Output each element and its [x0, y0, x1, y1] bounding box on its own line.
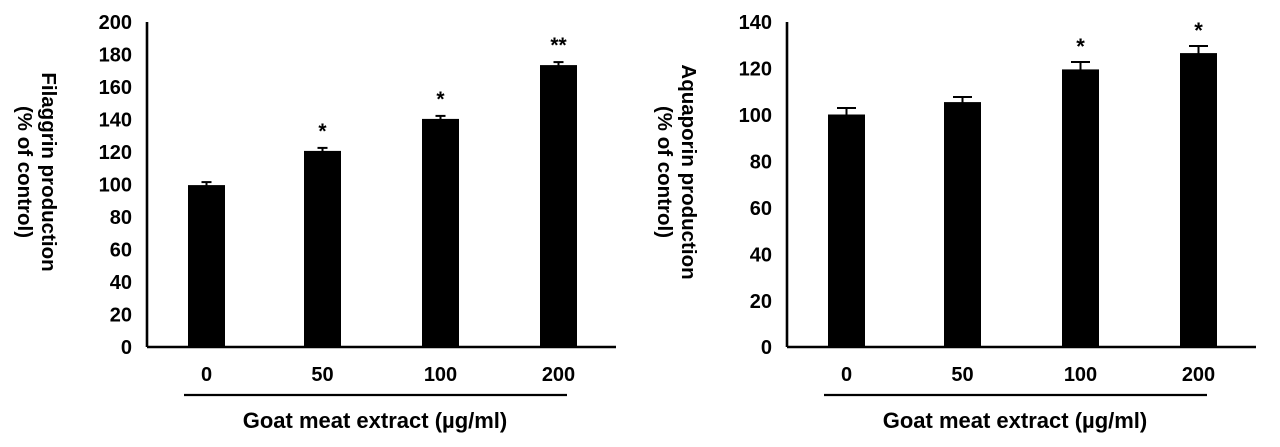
svg-text:**: ** — [550, 34, 567, 57]
svg-text:Filaggrin production: Filaggrin production — [37, 72, 60, 271]
svg-text:100: 100 — [739, 105, 772, 127]
svg-text:80: 80 — [110, 207, 132, 229]
svg-text:80: 80 — [750, 152, 772, 174]
svg-text:200: 200 — [542, 364, 575, 386]
svg-text:100: 100 — [99, 175, 132, 197]
svg-text:120: 120 — [99, 142, 132, 164]
svg-text:0: 0 — [121, 337, 132, 359]
svg-text:*: * — [1076, 34, 1085, 59]
svg-text:200: 200 — [99, 12, 132, 34]
svg-text:*: * — [1194, 18, 1203, 43]
svg-text:100: 100 — [424, 364, 457, 386]
svg-text:40: 40 — [750, 245, 772, 267]
svg-text:0: 0 — [201, 364, 212, 386]
svg-text:*: * — [318, 120, 327, 143]
svg-text:160: 160 — [99, 77, 132, 99]
svg-text:200: 200 — [1182, 364, 1215, 386]
svg-text:0: 0 — [761, 337, 772, 359]
svg-text:140: 140 — [99, 110, 132, 132]
svg-text:50: 50 — [311, 364, 333, 386]
svg-text:60: 60 — [750, 198, 772, 220]
svg-text:(% of control): (% of control) — [653, 106, 676, 238]
svg-text:Aquaporin production: Aquaporin production — [677, 64, 700, 279]
svg-text:0: 0 — [841, 364, 852, 386]
svg-text:*: * — [436, 88, 445, 111]
svg-text:140: 140 — [739, 12, 772, 34]
svg-text:Goat meat extract (µg/ml): Goat meat extract (µg/ml) — [243, 408, 508, 433]
svg-text:60: 60 — [110, 240, 132, 262]
svg-text:20: 20 — [110, 305, 132, 327]
svg-text:20: 20 — [750, 291, 772, 313]
svg-text:100: 100 — [1064, 364, 1097, 386]
svg-text:120: 120 — [739, 59, 772, 81]
svg-text:(% of control): (% of control) — [13, 106, 36, 238]
svg-text:40: 40 — [110, 272, 132, 294]
svg-text:50: 50 — [951, 364, 973, 386]
svg-text:180: 180 — [99, 45, 132, 67]
svg-text:Goat meat extract (µg/ml): Goat meat extract (µg/ml) — [883, 408, 1148, 433]
